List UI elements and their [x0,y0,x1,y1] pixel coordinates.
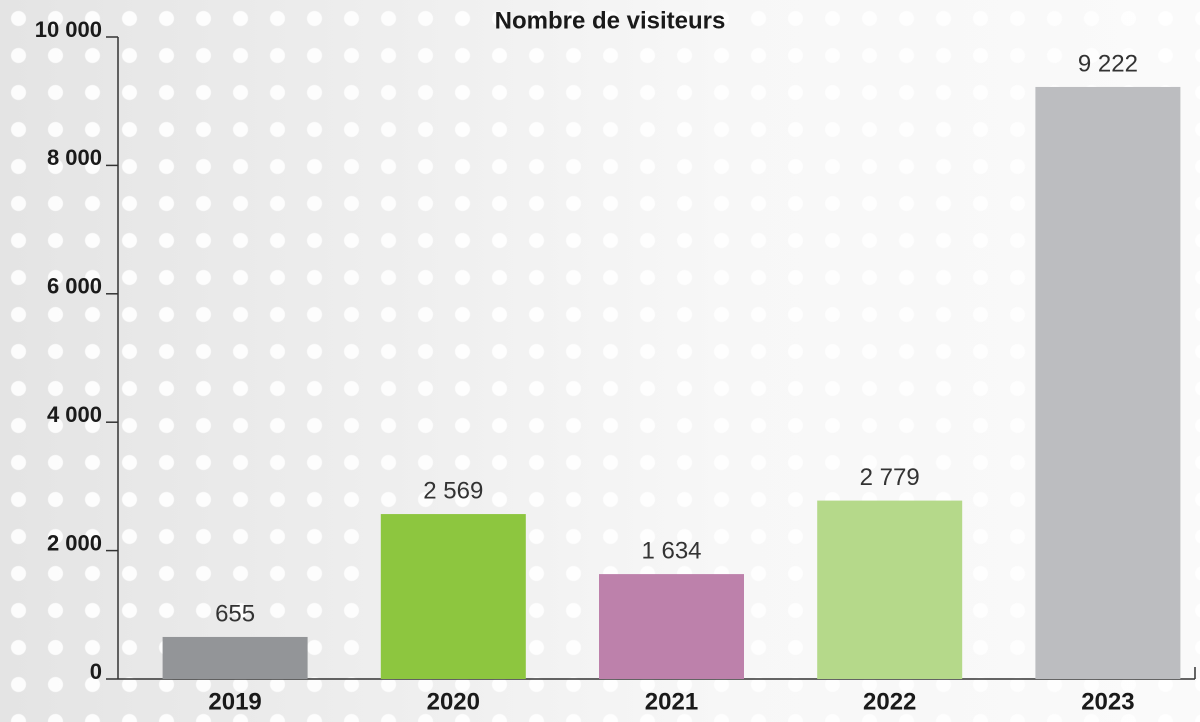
bar [162,636,308,679]
bar [599,574,744,679]
y-tick-label: 2 000 [47,530,102,555]
y-tick-label: 6 000 [47,274,102,299]
value-label: 9 222 [1078,50,1138,77]
y-tick-label: 4 000 [47,402,102,427]
x-tick-label: 2021 [645,688,698,715]
bar [1035,86,1181,679]
value-label: 2 569 [423,477,483,504]
value-label: 1 634 [641,537,701,564]
y-tick-label: 10 000 [35,17,102,42]
bar [380,514,526,679]
x-tick-label: 2022 [863,688,916,715]
y-tick-label: 8 000 [47,145,102,170]
bar [817,500,963,679]
value-label: 655 [215,600,255,627]
x-tick-label: 2019 [208,688,261,715]
value-label: 2 779 [860,464,920,491]
y-tick-label: 0 [90,659,102,684]
x-tick-label: 2023 [1081,688,1134,715]
chart-title: Nombre de visiteurs [495,7,726,34]
x-tick-label: 2020 [427,688,480,715]
